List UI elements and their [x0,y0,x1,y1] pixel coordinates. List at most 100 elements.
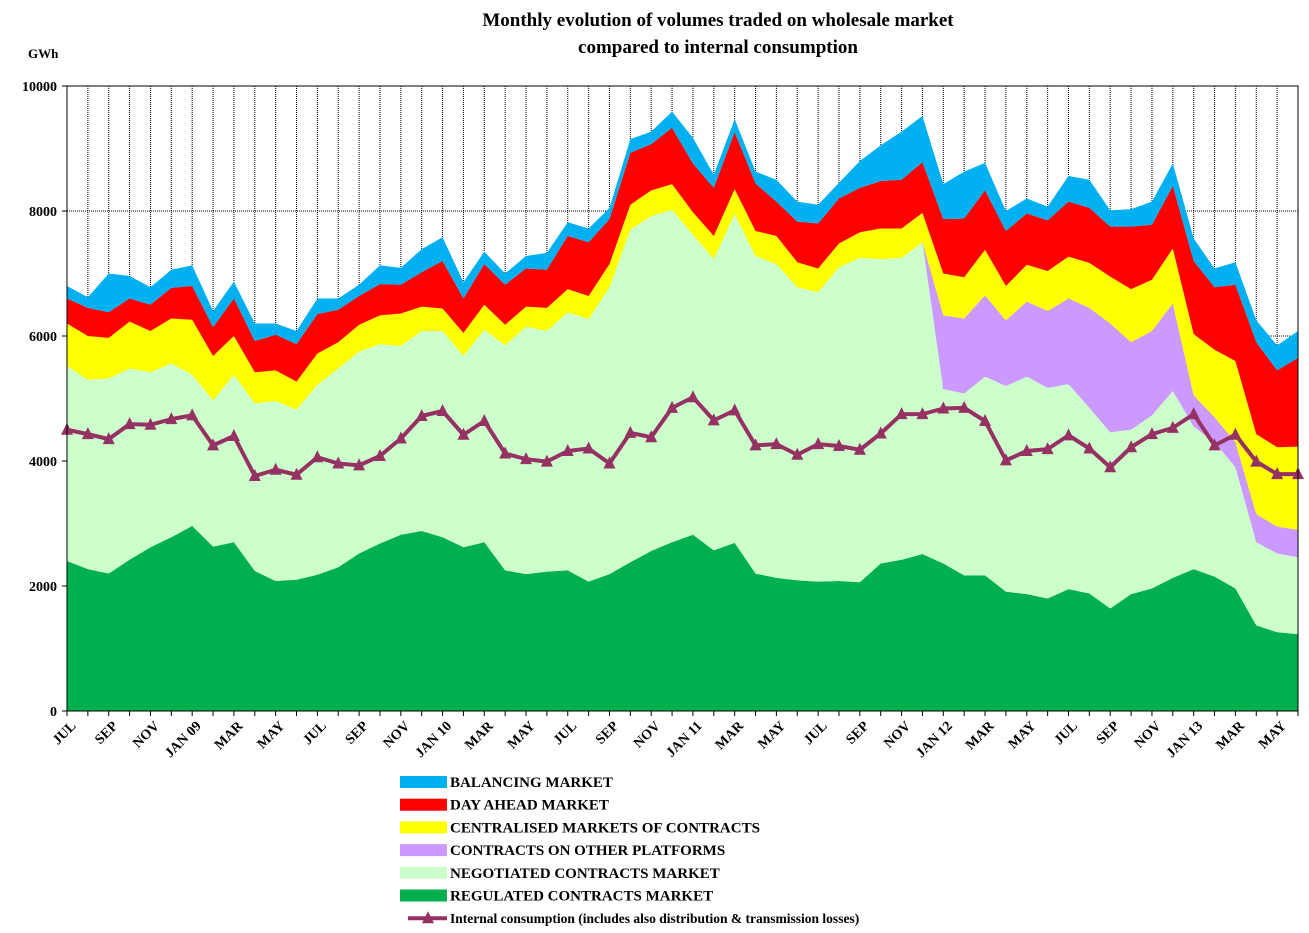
marker [520,452,533,465]
marker [415,409,428,421]
legend-label: BALANCING MARKET [450,775,613,791]
marker [916,407,929,420]
x-tick-label: MAR [713,718,748,753]
marker [728,403,741,416]
marker [499,446,512,459]
marker [999,453,1012,466]
marker [770,437,783,450]
legend-item: Internal consumption (includes also dist… [408,911,859,926]
x-tick-label: MAY [1006,719,1039,752]
marker [582,441,595,454]
marker [1271,467,1284,480]
marker [81,427,94,440]
x-tick-label: NOV [130,719,163,752]
x-tick-label: SEP [593,719,622,748]
marker [958,400,971,413]
y-tick-label: 8000 [29,205,57,220]
legend-label: DAY AHEAD MARKET [450,798,609,814]
legend-swatch [400,798,447,811]
x-tick-label: MAY [505,719,538,752]
area [67,526,1298,711]
marker [1187,407,1200,420]
marker [353,458,366,471]
legend-marker [422,911,434,924]
marker [1104,460,1117,473]
marker [311,450,324,463]
legend-swatch [400,844,447,857]
legend-label: CENTRALISED MARKETS OF CONTRACTS [450,820,760,836]
marker [812,437,825,450]
legend-item: NEGOTIATED CONTRACTS MARKET [400,866,720,882]
x-tick-label: MAY [1256,719,1289,752]
x-tick-label: JUL [1052,719,1081,748]
x-tick-label: JUL [301,719,330,748]
legend-item: REGULATED CONTRACTS MARKET [400,889,713,905]
x-tick-label: JAN 12 [914,719,956,761]
area [67,127,1298,448]
y-tick-label: 6000 [29,330,57,345]
marker [1083,441,1096,454]
marker [102,432,115,445]
x-tick-label: NOV [381,719,414,752]
x-tick-label: SEP [1094,719,1123,748]
x-tick-label: SEP [844,719,873,748]
legend-item: DAY AHEAD MARKET [400,798,609,814]
x-tick-label: JUL [50,719,79,748]
y-tick-label: 0 [50,705,57,720]
marker [895,407,908,420]
area [67,184,1298,530]
marker [394,431,407,444]
x-tick-label: JUL [551,719,580,748]
chart-title: compared to internal consumption [578,37,858,58]
marker [123,417,136,430]
marker [478,414,491,426]
x-tick-label: MAR [963,718,998,753]
marker [686,390,699,403]
legend-label: REGULATED CONTRACTS MARKET [450,889,713,905]
marker [540,454,553,467]
marker [853,442,866,455]
marker [290,467,303,480]
legend-label: Internal consumption (includes also dist… [450,911,859,926]
area [67,209,1298,635]
area [67,209,1298,558]
marker [1062,428,1075,441]
marker [1145,427,1158,440]
legend-swatch [400,776,447,788]
legend-label: CONTRACTS ON OTHER PLATFORMS [450,843,725,859]
marker [269,462,282,475]
marker [332,456,345,469]
y-axis-label: GWh [28,46,59,61]
legend-swatch [400,866,447,879]
marker [1166,420,1179,433]
x-tick-label: SEP [92,719,121,748]
x-tick-label: JUL [801,719,830,748]
marker [1250,454,1263,467]
x-tick-label: JAN 13 [1164,719,1206,761]
marker [937,401,950,414]
x-tick-label: MAY [756,719,789,752]
marker [645,430,658,443]
x-tick-label: NOV [881,719,914,752]
legend-swatch [400,821,447,834]
marker [457,427,470,440]
marker [874,426,887,439]
marker [248,469,261,481]
marker [561,444,574,456]
marker [1020,444,1033,456]
x-tick-label: SEP [343,719,372,748]
x-tick-label: MAR [463,718,498,753]
marker [436,404,449,416]
marker [666,400,679,413]
chart-title: Monthly evolution of volumes traded on w… [482,10,954,31]
legend-label: NEGOTIATED CONTRACTS MARKET [450,866,720,882]
y-tick-label: 2000 [29,580,57,595]
marker [207,438,220,451]
marker [791,447,804,460]
x-tick-label: MAR [212,718,247,753]
x-tick-label: NOV [631,719,664,752]
plot-frame [66,85,1299,712]
legend-item: BALANCING MARKET [400,775,613,791]
x-tick-label: MAR [1214,718,1249,753]
